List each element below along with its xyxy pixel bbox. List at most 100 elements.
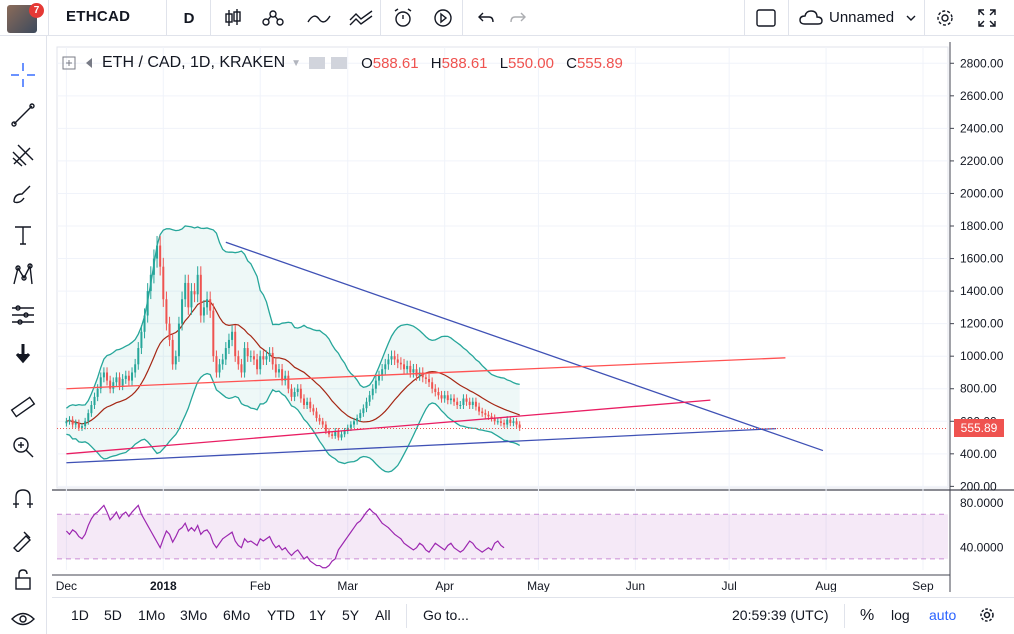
layout-name-button[interactable]: Unnamed: [829, 9, 895, 26]
alert-icon[interactable]: [388, 4, 418, 32]
brush-icon[interactable]: [8, 180, 38, 210]
goto-button[interactable]: Go to...: [423, 607, 469, 623]
range-6mo-button[interactable]: 6Mo: [223, 607, 251, 623]
candle-body: [403, 364, 406, 370]
candle-body: [424, 377, 427, 379]
pitchfork-icon[interactable]: [8, 140, 38, 170]
clock-display[interactable]: 20:59:39 (UTC): [732, 607, 829, 623]
gear-icon[interactable]: [930, 4, 960, 32]
range-1y-button[interactable]: 1Y: [309, 607, 327, 623]
log-toggle[interactable]: log: [891, 607, 910, 623]
eye-icon[interactable]: [8, 604, 38, 634]
legend-settings-icon[interactable]: [331, 57, 348, 69]
candle-body: [356, 418, 359, 422]
legend-title[interactable]: ETH / CAD, 1D, KRAKEN: [102, 54, 286, 71]
candle-body: [259, 356, 262, 370]
auto-toggle[interactable]: auto: [929, 607, 957, 623]
candle-body: [374, 380, 377, 389]
range-1d-button[interactable]: 1D: [71, 607, 89, 623]
candle-body: [346, 427, 349, 432]
candle-body: [471, 401, 474, 406]
fullscreen-box-icon[interactable]: [752, 4, 780, 32]
price-pane: [56, 46, 949, 489]
notification-badge: 7: [29, 3, 44, 18]
arrow-down-icon[interactable]: [8, 338, 38, 368]
compare-icon[interactable]: [256, 4, 290, 32]
range-all-button[interactable]: All: [375, 607, 391, 623]
expand-icon[interactable]: [972, 4, 1002, 32]
toolbar-divider: [924, 0, 925, 36]
time-tick-label: Feb: [250, 579, 271, 592]
candle-body: [112, 382, 115, 389]
time-tick-label: Aug: [815, 579, 836, 592]
percent-toggle[interactable]: %: [860, 607, 875, 624]
pattern-icon[interactable]: [8, 260, 38, 290]
candle-body: [256, 359, 259, 370]
lock-drawings-icon[interactable]: [8, 524, 38, 554]
bollinger-bands: [65, 225, 521, 473]
crosshair-icon[interactable]: [8, 60, 38, 90]
candle-body: [199, 274, 202, 316]
price-tick-label: 2400.00: [960, 121, 1004, 135]
time-tick-label: Dec: [56, 579, 77, 592]
price-tick-label: 2800.00: [960, 56, 1004, 70]
price-tick-label: 2200.00: [960, 154, 1004, 168]
price-tick-label: 400.00: [960, 447, 997, 461]
candle-body: [171, 339, 174, 365]
rsi-pane: [57, 504, 948, 569]
indicators-icon[interactable]: [302, 4, 336, 32]
plus-box-icon[interactable]: [62, 56, 76, 70]
eye-settings-icon[interactable]: [309, 57, 326, 69]
candle-body: [331, 434, 334, 436]
replay-icon[interactable]: [428, 4, 458, 32]
range-1mo-button[interactable]: 1Mo: [138, 607, 166, 623]
templates-icon[interactable]: [344, 4, 378, 32]
candle-body: [227, 339, 230, 349]
candle-body: [99, 377, 102, 389]
candle-body: [240, 364, 243, 373]
cloud-icon[interactable]: [796, 4, 826, 32]
candle-body: [378, 375, 381, 381]
lock-icon[interactable]: [8, 564, 38, 594]
candle-body: [215, 356, 218, 373]
range-5d-button[interactable]: 5D: [104, 607, 122, 623]
candle-body: [337, 431, 340, 438]
candle-body: [362, 408, 365, 414]
zoom-in-icon[interactable]: [8, 432, 38, 462]
candle-body: [409, 365, 412, 373]
collapse-icon[interactable]: [82, 56, 96, 70]
ruler-icon[interactable]: [8, 392, 38, 422]
candle-body: [431, 382, 434, 389]
candle-body: [381, 369, 384, 376]
candle-body: [296, 388, 299, 392]
symbol-search-button[interactable]: ETHCAD: [66, 8, 131, 25]
candle-body: [390, 356, 393, 360]
candle-body: [490, 416, 493, 419]
candle-body: [146, 291, 149, 316]
candle-body: [437, 391, 440, 396]
candles-style-icon[interactable]: [218, 4, 248, 32]
current-price-label: 555.89: [954, 419, 1004, 438]
interval-button[interactable]: D: [183, 9, 195, 27]
candle-body: [87, 413, 90, 422]
redo-icon[interactable]: [504, 4, 532, 32]
moving-average-line: [66, 300, 520, 425]
price-chart[interactable]: 2800.00 2600.00 2400.00 2200.00 2000.00 1800.…: [52, 42, 1014, 592]
legend-dropdown-icon[interactable]: ▼: [291, 57, 302, 69]
chart-settings-gear-icon[interactable]: [976, 604, 998, 626]
chevron-down-icon[interactable]: [903, 4, 919, 32]
low-value: 550.00: [508, 54, 554, 72]
forecast-icon[interactable]: [8, 300, 38, 330]
undo-icon[interactable]: [472, 4, 500, 32]
price-tick-label: 1000.00: [960, 349, 1004, 363]
range-5y-button[interactable]: 5Y: [342, 607, 360, 623]
candle-body: [302, 398, 305, 406]
candle-body: [359, 413, 362, 419]
range-ytd-button[interactable]: YTD: [267, 607, 295, 623]
toolbar-divider: [210, 0, 211, 36]
magnet-icon[interactable]: [8, 484, 38, 514]
trend-line-icon[interactable]: [8, 100, 38, 130]
text-tool-icon[interactable]: [8, 220, 38, 250]
range-3mo-button[interactable]: 3Mo: [180, 607, 208, 623]
candle-body: [249, 356, 252, 358]
